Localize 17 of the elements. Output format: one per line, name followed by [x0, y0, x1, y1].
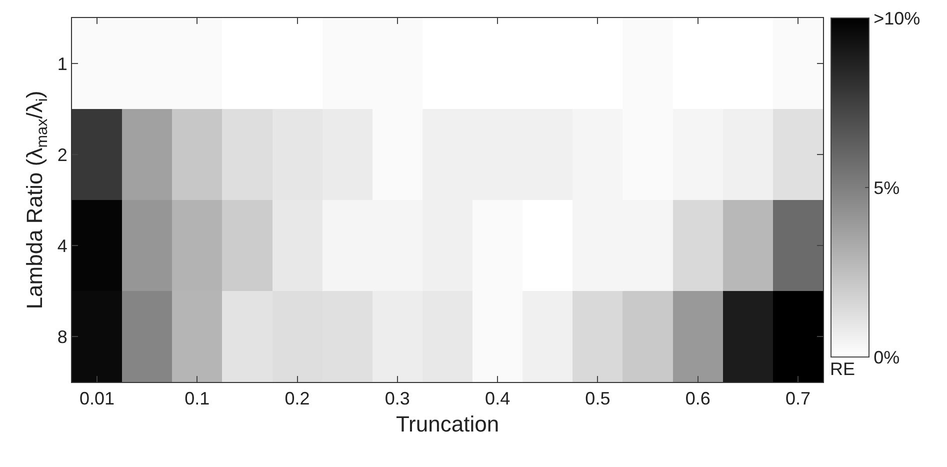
color-bar-label: >10%: [874, 8, 920, 28]
x-tick-label: 0.2: [284, 388, 310, 409]
y-tick-label: 2: [57, 144, 68, 165]
y-tick-label: 1: [57, 54, 68, 74]
color-bar-title: RE: [830, 359, 856, 379]
y-tick-label: 8: [57, 326, 68, 347]
x-tick-label: 0.6: [685, 388, 710, 409]
x-tick-label: 0.1: [184, 388, 210, 409]
x-tick-label: 0.01: [80, 388, 115, 409]
x-tick-label: 0.3: [384, 388, 410, 409]
x-tick-label: 0.4: [485, 388, 510, 409]
x-axis-title: Truncation: [396, 412, 500, 436]
color-bar-label: 0%: [874, 347, 900, 368]
y-tick-label: 4: [57, 236, 68, 256]
x-tick-label: 0.5: [585, 388, 610, 409]
x-tick-label: 0.7: [785, 388, 810, 409]
color-bar-label: 5%: [874, 178, 900, 198]
